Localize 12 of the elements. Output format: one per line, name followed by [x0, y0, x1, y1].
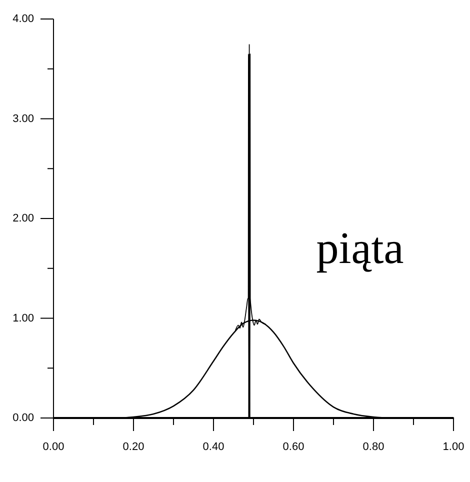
x-tick-label: 0.80 [362, 441, 384, 453]
x-tick-label: 0.40 [202, 441, 224, 453]
y-tick-label: 0.00 [12, 412, 34, 424]
y-tick-label: 1.00 [12, 312, 34, 324]
y-tick-label: 3.00 [12, 112, 34, 125]
x-tick-label: 0.20 [122, 441, 144, 453]
y-tick-label: 4.00 [12, 13, 34, 25]
y-tick-label: 2.00 [12, 212, 34, 224]
x-tick-label: 0.60 [282, 441, 304, 453]
annotation: piąta [316, 223, 404, 273]
x-tick-label: 0.00 [42, 441, 64, 453]
x-tick-label: 1.00 [442, 441, 464, 453]
